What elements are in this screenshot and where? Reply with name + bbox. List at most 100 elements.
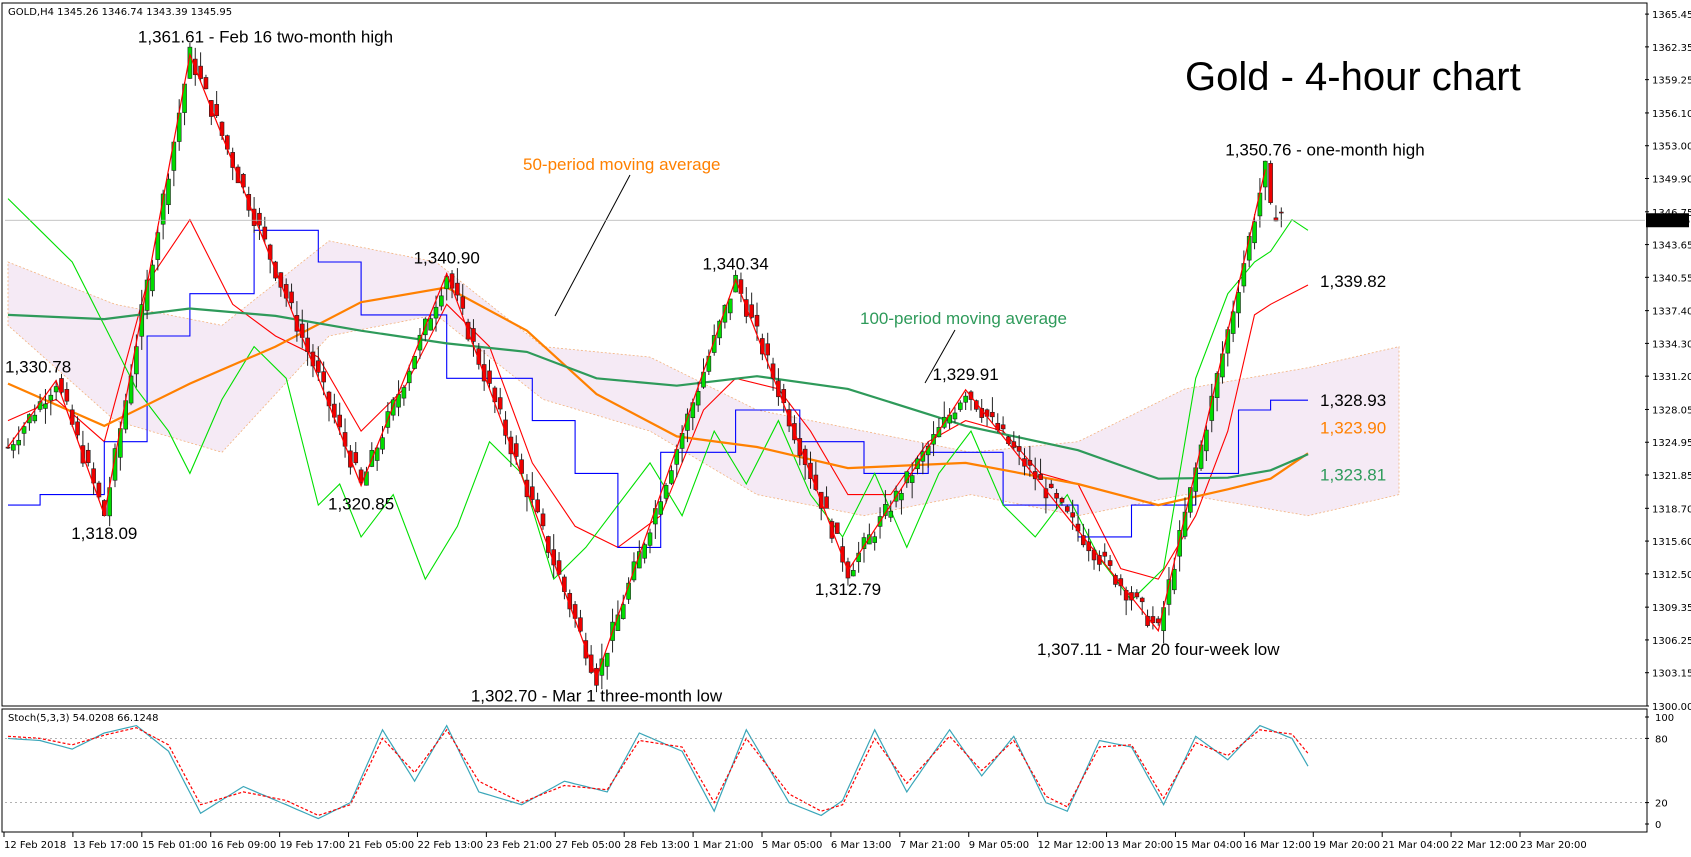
candle — [150, 259, 155, 297]
candle-body — [315, 360, 321, 373]
candle — [727, 298, 733, 321]
candle-body — [230, 152, 235, 168]
candle — [578, 609, 583, 633]
candle-body — [760, 338, 765, 355]
candle-body — [990, 411, 995, 418]
candle-body — [776, 380, 781, 398]
candle — [963, 391, 968, 410]
candle-body — [91, 468, 96, 484]
candle-body — [1273, 217, 1279, 222]
candle — [428, 312, 433, 331]
series-end-label: 1,328.93 — [1320, 391, 1386, 410]
candle-body — [1016, 446, 1022, 452]
candle — [808, 451, 813, 489]
candle-body — [1252, 221, 1257, 244]
candle — [27, 413, 32, 431]
candle-body — [203, 77, 209, 90]
candle — [936, 417, 942, 438]
candle — [663, 482, 669, 504]
zigzag-path — [7, 52, 1266, 680]
price-annotations: 1,361.61 - Feb 16 two-month high 1,330.78… — [5, 28, 1425, 706]
candle-body — [1048, 483, 1054, 489]
ma100-callout: 100-period moving average — [860, 309, 1067, 328]
candle — [53, 379, 59, 401]
candle — [1139, 596, 1145, 615]
time-tick-label: 1 Mar 21:00 — [693, 840, 753, 851]
price-tick-label: 1321.85 — [1652, 471, 1691, 482]
candle-body — [1150, 616, 1156, 623]
time-tick-label: 23 Feb 21:00 — [486, 840, 552, 851]
candle-body — [1000, 424, 1006, 430]
price-tick-label: 1356.10 — [1652, 109, 1691, 120]
candle — [1059, 496, 1065, 506]
candle-body — [519, 459, 524, 474]
price-panel-frame — [1, 2, 1648, 707]
candle — [529, 472, 535, 507]
price-tick-label: 1328.05 — [1652, 405, 1691, 416]
candle — [749, 292, 754, 319]
time-tick-label: 16 Mar 12:00 — [1244, 840, 1311, 851]
candle-body — [963, 395, 968, 403]
candle-body — [16, 439, 22, 446]
time-axis: 12 Feb 2018 13 Feb 17:00 15 Feb 01:00 16 Fe… — [3, 832, 1587, 851]
zigzag-line — [7, 52, 1266, 680]
candle-body — [112, 448, 118, 481]
candle-body — [321, 371, 326, 383]
candle-body — [21, 426, 27, 434]
candle-body — [1268, 163, 1273, 203]
candle — [776, 368, 781, 406]
candle-body — [5, 446, 11, 449]
candle — [32, 404, 38, 424]
stoch-header: Stoch(5,3,3) 54.0208 66.1248 — [8, 713, 159, 724]
annotation-label: 1,329.91 — [933, 365, 999, 384]
annotation-label: 1,318.09 — [71, 524, 137, 543]
candle-body — [578, 617, 583, 632]
time-tick-label: 27 Feb 05:00 — [555, 840, 621, 851]
candle-body — [620, 604, 626, 619]
candle — [1000, 416, 1006, 433]
series-end-label: 1,339.82 — [1320, 272, 1386, 291]
annotation-label: 1,350.76 - one-month high — [1225, 140, 1424, 159]
candle-body — [872, 536, 878, 543]
candle — [669, 465, 674, 486]
candle — [69, 404, 75, 427]
stochastic-oscillator — [5, 724, 1645, 820]
candle — [439, 287, 444, 311]
candle-body — [1065, 506, 1070, 512]
candle — [1145, 609, 1150, 628]
candle — [802, 445, 808, 480]
price-tick-label: 1359.25 — [1652, 76, 1691, 87]
cloud-area — [7, 240, 1400, 517]
candle-body — [1027, 459, 1033, 466]
candle — [198, 52, 203, 83]
candle-body — [497, 397, 503, 410]
candle-body — [556, 560, 562, 575]
time-tick-label: 22 Mar 12:00 — [1451, 840, 1518, 851]
candle-body — [867, 534, 872, 545]
candle-body — [53, 386, 59, 393]
candle-body — [711, 335, 717, 353]
candle-body — [439, 295, 444, 307]
candle — [899, 488, 904, 515]
candle — [840, 537, 845, 572]
candle — [85, 442, 91, 467]
candle-body — [888, 510, 894, 518]
candle — [406, 364, 412, 391]
candle-body — [1129, 592, 1134, 601]
stoch-tick-label: 20 — [1655, 799, 1668, 810]
candle-body — [1236, 292, 1241, 314]
candle-body — [899, 492, 904, 501]
annotation-label: 1,307.11 - Mar 20 four-week low — [1037, 640, 1280, 659]
candle-body — [337, 414, 343, 428]
candle-body — [433, 306, 439, 319]
candle — [567, 589, 573, 618]
candle-body — [481, 364, 487, 382]
candle — [535, 492, 540, 514]
candle — [968, 390, 974, 411]
candle-body — [75, 421, 80, 436]
price-tick-label: 1343.65 — [1652, 241, 1691, 252]
candle-body — [412, 356, 417, 369]
candle — [540, 508, 546, 530]
candle — [321, 361, 326, 396]
annotation-label: 1,302.70 - Mar 1 three-month low — [471, 686, 723, 705]
